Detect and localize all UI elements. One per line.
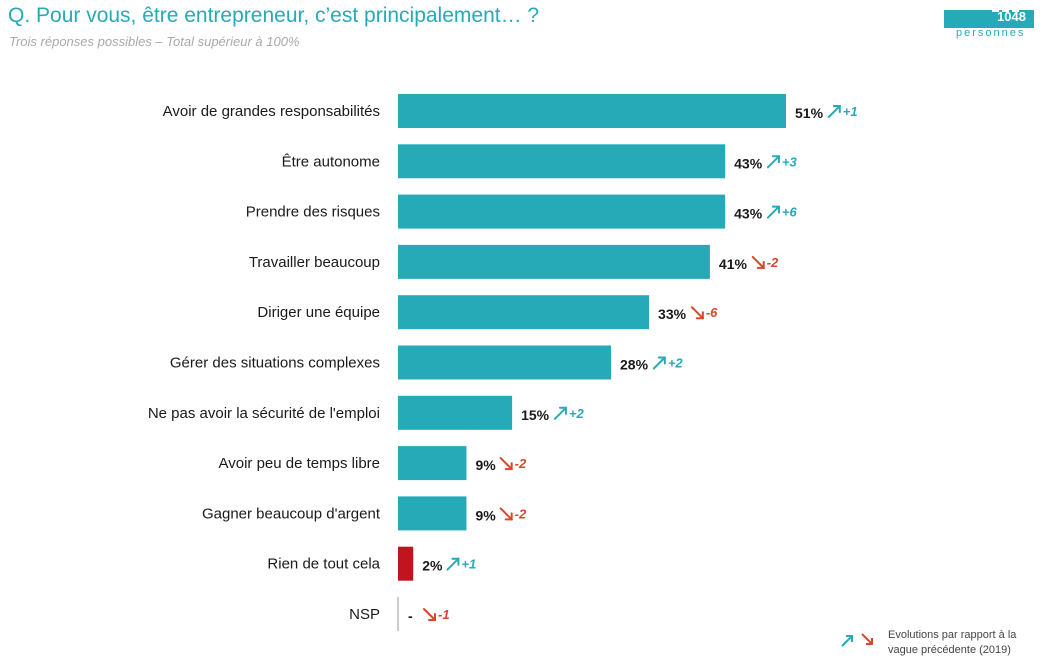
legend-arrows bbox=[841, 633, 873, 647]
category-label: Gérer des situations complexes bbox=[170, 355, 380, 372]
sample-count: 1048 bbox=[997, 9, 1026, 24]
legend-text-line2: vague précédente (2019) bbox=[888, 644, 1011, 656]
bar bbox=[398, 546, 414, 581]
value-label: 15% bbox=[521, 407, 550, 423]
value-label: 43% bbox=[734, 155, 763, 171]
sample-size-badge: 1048 personnes bbox=[944, 0, 1034, 42]
evolution-label: +2 bbox=[569, 406, 585, 421]
category-label: Avoir de grandes responsabilités bbox=[163, 103, 380, 120]
value-label: 9% bbox=[475, 457, 496, 473]
value-label: 28% bbox=[620, 357, 649, 373]
sample-label: personnes bbox=[956, 27, 1026, 39]
legend-text: Evolutions par rapport à la vague précéd… bbox=[888, 628, 1016, 658]
bar bbox=[398, 194, 726, 229]
chart-subtitle: Trois réponses possibles – Total supérie… bbox=[9, 34, 300, 49]
arrow-down-icon bbox=[751, 255, 765, 269]
category-label: NSP bbox=[349, 606, 380, 623]
category-label: Rien de tout cela bbox=[267, 556, 380, 573]
arrow-up-icon bbox=[766, 205, 780, 219]
bar bbox=[398, 244, 710, 279]
category-label: Ne pas avoir la sécurité de l'emploi bbox=[148, 405, 380, 422]
bar bbox=[398, 345, 612, 380]
evolution-label: -6 bbox=[706, 305, 718, 320]
value-label: 43% bbox=[734, 206, 763, 222]
evolution-label: -2 bbox=[767, 255, 779, 270]
arrow-up-icon bbox=[446, 557, 460, 571]
person-icon bbox=[1012, 0, 1019, 12]
category-label: Prendre des risques bbox=[246, 204, 380, 221]
evolution-label: -2 bbox=[515, 456, 527, 471]
chart-title: Q. Pour vous, être entrepreneur, c’est p… bbox=[8, 4, 540, 27]
evolution-label: +1 bbox=[461, 557, 476, 572]
bar bbox=[398, 94, 786, 128]
bar bbox=[398, 144, 726, 179]
arrow-down-icon bbox=[423, 608, 436, 621]
arrow-down-icon bbox=[861, 633, 873, 645]
evolution-label: +3 bbox=[782, 154, 798, 169]
badge-box bbox=[944, 10, 1034, 28]
arrow-up-icon bbox=[652, 356, 666, 370]
category-label: Diriger une équipe bbox=[257, 304, 380, 321]
evolution-label: -2 bbox=[515, 506, 527, 521]
value-label: 51% bbox=[795, 105, 824, 121]
category-label: Avoir peu de temps libre bbox=[219, 455, 380, 472]
value-label: - bbox=[408, 608, 413, 624]
value-label: 41% bbox=[719, 256, 748, 272]
person-icon bbox=[992, 0, 999, 12]
arrow-down-icon bbox=[499, 507, 513, 521]
value-label: 33% bbox=[658, 306, 687, 322]
value-label: 2% bbox=[422, 558, 443, 574]
value-label: 9% bbox=[475, 507, 496, 523]
bar bbox=[398, 446, 467, 481]
arrow-down-icon bbox=[690, 306, 704, 320]
legend: Evolutions par rapport à la vague précéd… bbox=[840, 628, 1045, 662]
arrow-up-icon bbox=[827, 105, 841, 118]
category-label: Être autonome bbox=[282, 153, 380, 170]
evolution-label: +6 bbox=[782, 205, 798, 220]
arrow-up-icon bbox=[766, 155, 780, 169]
category-label: Gagner beaucoup d'argent bbox=[202, 505, 381, 522]
evolution-label: +1 bbox=[843, 104, 858, 119]
bar bbox=[398, 295, 650, 330]
arrow-up-icon bbox=[553, 406, 567, 420]
bar bbox=[398, 496, 467, 531]
evolution-label: +2 bbox=[668, 356, 684, 371]
legend-text-line1: Evolutions par rapport à la bbox=[888, 629, 1017, 641]
arrow-down-icon bbox=[499, 457, 513, 471]
person-icon bbox=[1002, 0, 1009, 12]
bar bbox=[398, 395, 513, 430]
category-label: Travailler beaucoup bbox=[249, 254, 380, 271]
evolution-label: -1 bbox=[438, 607, 450, 622]
arrow-up-icon bbox=[841, 635, 853, 647]
